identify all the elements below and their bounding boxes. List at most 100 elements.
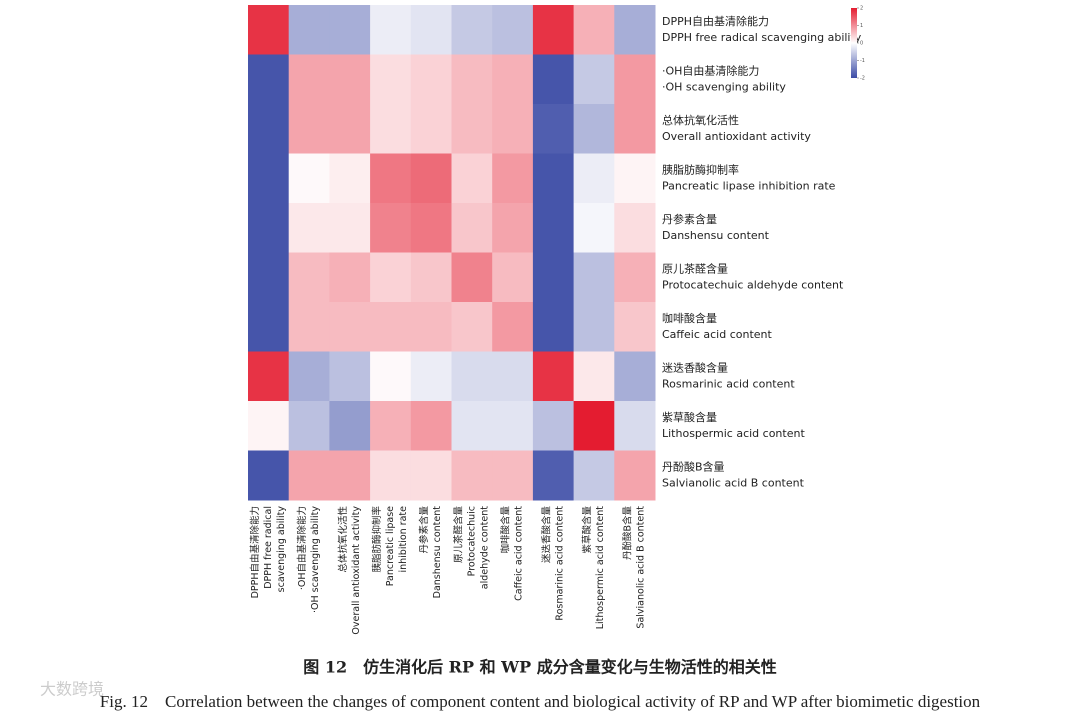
cell bbox=[614, 401, 656, 451]
cell bbox=[248, 203, 290, 253]
cell bbox=[370, 302, 412, 352]
y-tick-label: 丹参素含量 bbox=[662, 212, 717, 226]
y-tick-label: Lithospermic acid content bbox=[662, 427, 805, 440]
cell bbox=[288, 54, 330, 105]
x-tick-label: Pancreatic lipase bbox=[385, 506, 396, 586]
cell bbox=[288, 401, 330, 451]
y-tick-label: Pancreatic lipase inhibition rate bbox=[662, 179, 836, 192]
cell bbox=[451, 104, 493, 154]
x-tick-label: 总体抗氧化活性 bbox=[337, 506, 349, 573]
colorbar-tick-label: 2 bbox=[860, 6, 863, 12]
x-tick-label: 丹参素含量 bbox=[418, 506, 430, 554]
cell bbox=[329, 450, 371, 501]
cell bbox=[288, 5, 330, 55]
cell bbox=[573, 351, 615, 402]
x-tick-label: Lithospermic acid content bbox=[595, 506, 606, 630]
colorbar-tick-label: -1 bbox=[860, 58, 865, 64]
cell bbox=[410, 252, 452, 303]
cell bbox=[248, 104, 290, 154]
cell bbox=[288, 252, 330, 303]
cell bbox=[614, 302, 656, 352]
cell bbox=[329, 203, 371, 253]
cell bbox=[451, 351, 493, 402]
cell bbox=[573, 252, 615, 303]
cell bbox=[248, 153, 290, 204]
cell bbox=[329, 302, 371, 352]
x-tick-label: DPPH free radical bbox=[263, 506, 274, 589]
cell bbox=[573, 54, 615, 105]
cell bbox=[329, 104, 371, 154]
x-tick-label: 原儿茶醛含量 bbox=[452, 506, 464, 564]
cell bbox=[532, 401, 575, 451]
cell bbox=[532, 104, 575, 154]
x-tick-label: 紫草酸含量 bbox=[581, 506, 593, 554]
y-tick-label: ·OH自由基清除能力 bbox=[662, 63, 759, 77]
cell bbox=[329, 153, 371, 204]
cell bbox=[288, 153, 330, 204]
cell bbox=[370, 351, 412, 402]
cell bbox=[248, 5, 290, 55]
caption-zh: 图 12 仿生消化后 RP 和 WP 成分含量变化与生物活性的相关性 bbox=[303, 658, 776, 677]
cell bbox=[370, 54, 412, 105]
cell bbox=[248, 450, 290, 501]
cell bbox=[451, 5, 493, 55]
cell bbox=[410, 153, 452, 204]
cell bbox=[532, 252, 575, 303]
y-tick-label: 紫草酸含量 bbox=[662, 410, 717, 424]
cell bbox=[492, 203, 534, 253]
cell bbox=[451, 252, 493, 303]
cell bbox=[370, 5, 412, 55]
cell bbox=[573, 450, 615, 501]
heatmap bbox=[248, 5, 656, 501]
x-tick-label: Protocatechuic bbox=[466, 506, 477, 576]
y-tick-label: 丹酚酸B含量 bbox=[662, 459, 725, 473]
cell bbox=[370, 450, 412, 501]
x-tick-label: Salvianolic acid B content bbox=[636, 506, 647, 629]
watermark: 大数跨境 bbox=[40, 680, 104, 699]
x-tick-label: ·OH自由基清除能力 bbox=[296, 506, 308, 590]
cell bbox=[532, 302, 575, 352]
cell bbox=[614, 104, 656, 154]
cell bbox=[410, 104, 452, 154]
y-tick-label: Protocatechuic aldehyde content bbox=[662, 278, 844, 291]
cell bbox=[248, 252, 290, 303]
cell bbox=[614, 153, 656, 204]
colorbar-tick-label: -2 bbox=[860, 76, 865, 82]
y-tick-label: 胰脂肪酶抑制率 bbox=[662, 162, 739, 176]
x-tick-label: 迷迭香酸含量 bbox=[540, 506, 552, 564]
x-tick-label: 胰脂肪酶抑制率 bbox=[371, 506, 383, 573]
cell bbox=[248, 351, 290, 402]
cell bbox=[370, 401, 412, 451]
y-tick-label: Danshensu content bbox=[662, 229, 770, 242]
y-tick-label: 原儿茶醛含量 bbox=[662, 261, 728, 275]
cell bbox=[410, 5, 452, 55]
cell bbox=[532, 351, 575, 402]
cell bbox=[492, 450, 534, 501]
cell bbox=[532, 203, 575, 253]
y-tick-label: 迷迭香酸含量 bbox=[662, 360, 728, 374]
cell bbox=[370, 252, 412, 303]
cell bbox=[451, 450, 493, 501]
cell bbox=[329, 401, 371, 451]
cell bbox=[451, 153, 493, 204]
cell bbox=[614, 54, 656, 105]
x-tick-label: Overall antioxidant activity bbox=[351, 506, 362, 635]
cell bbox=[329, 5, 371, 55]
cell bbox=[573, 203, 615, 253]
cell bbox=[410, 401, 452, 451]
cell bbox=[370, 104, 412, 154]
cell bbox=[492, 153, 534, 204]
cell bbox=[532, 5, 575, 55]
cell bbox=[451, 203, 493, 253]
cell bbox=[329, 351, 371, 402]
cell bbox=[573, 153, 615, 204]
cell bbox=[614, 450, 656, 501]
cell bbox=[573, 302, 615, 352]
cell bbox=[329, 252, 371, 303]
cell bbox=[614, 5, 656, 55]
cell bbox=[573, 401, 615, 451]
cell bbox=[288, 203, 330, 253]
y-tick-label: 咖啡酸含量 bbox=[662, 311, 717, 325]
cell bbox=[329, 54, 371, 105]
